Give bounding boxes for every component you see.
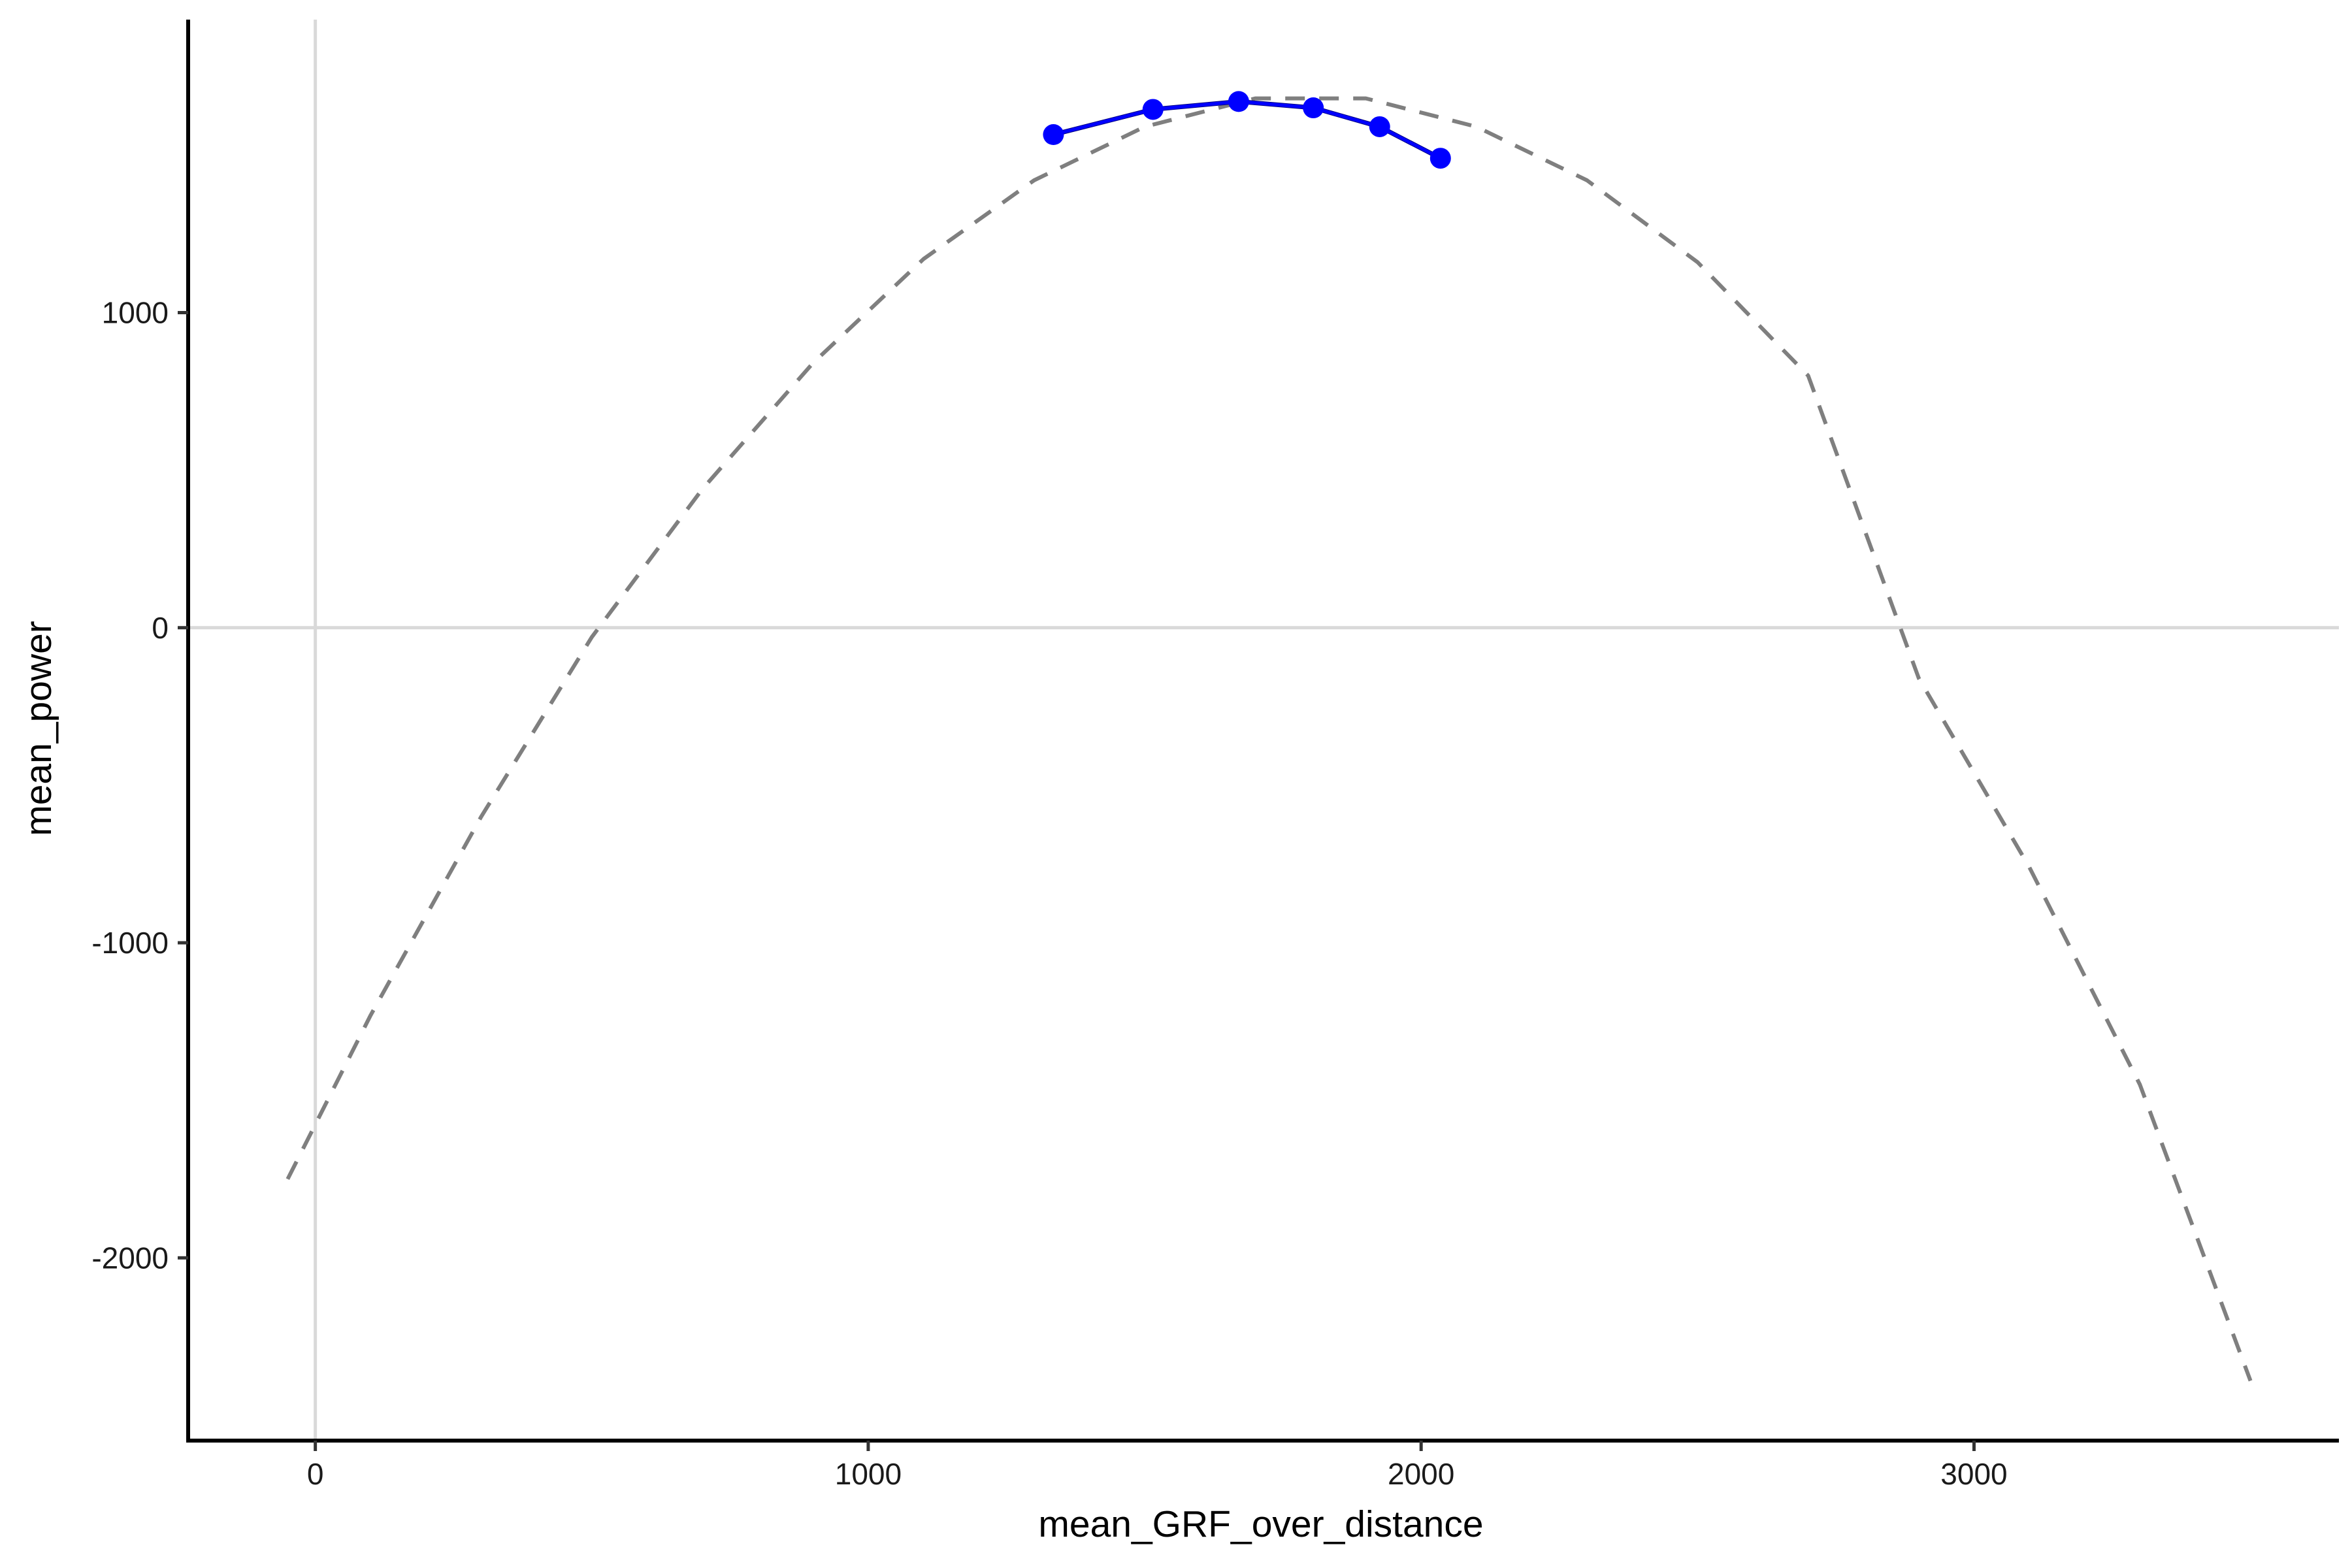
y-tick-label: 1000 [102, 296, 169, 330]
data-point-5 [1369, 116, 1390, 137]
y-tick-label: -1000 [91, 926, 169, 960]
y-tick-label: 0 [152, 611, 169, 645]
axes [186, 20, 2339, 1443]
x-tick-label: 2000 [1388, 1457, 1454, 1491]
data-point-4 [1303, 97, 1324, 119]
x-axis-title: mean_GRF_over_distance [1038, 1503, 1483, 1545]
data-point-1 [1043, 124, 1064, 146]
y-tick-label: -2000 [91, 1241, 169, 1275]
fitted-curve-dashed [286, 96, 2253, 1382]
y-axis-title: mean_power [18, 621, 59, 836]
x-tick-label: 3000 [1940, 1457, 2007, 1491]
x-tick-label: 0 [307, 1457, 324, 1491]
ticks: 0 1000 2000 3000 -2000 -1000 0 1000 [91, 296, 2007, 1491]
reference-lines [188, 20, 2339, 1441]
series-layer [286, 91, 2253, 1382]
data-point-2 [1142, 99, 1164, 120]
data-point-3 [1228, 91, 1249, 112]
x-tick-label: 1000 [835, 1457, 902, 1491]
observed-line [1053, 99, 1441, 160]
data-point-6 [1429, 148, 1451, 169]
